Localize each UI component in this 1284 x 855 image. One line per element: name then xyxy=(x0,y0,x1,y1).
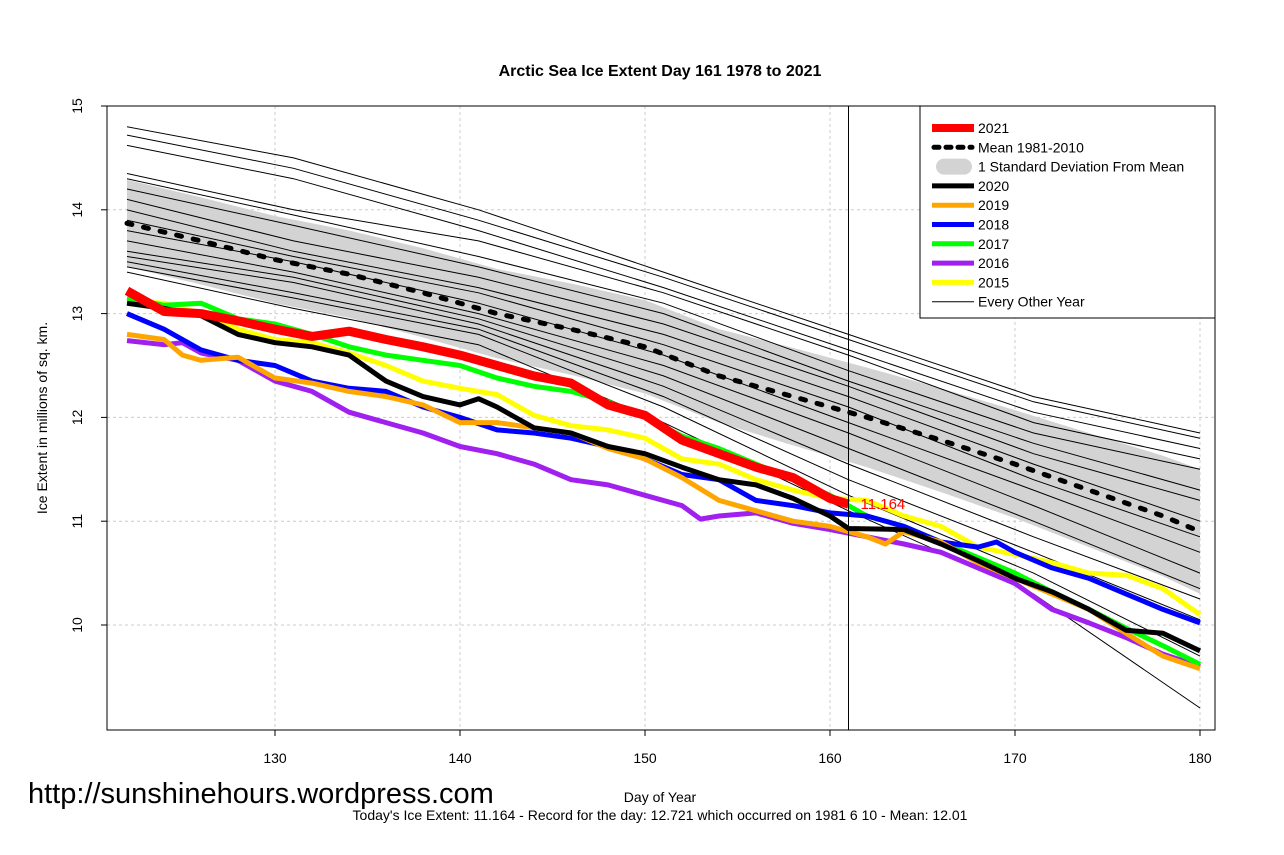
series-lines xyxy=(124,286,1202,671)
x-tick-label: 160 xyxy=(818,750,842,766)
x-tick-label: 150 xyxy=(633,750,657,766)
other-year-line xyxy=(126,266,1201,657)
legend-label: 2015 xyxy=(978,274,1009,290)
axes: 130 140 150 160 170 180 10 11 12 13 14 15 xyxy=(69,98,1212,766)
legend-label: Mean 1981-2010 xyxy=(978,139,1084,155)
legend-label: 2018 xyxy=(978,217,1009,233)
legend-label: 2020 xyxy=(978,178,1009,194)
x-tick-label: 140 xyxy=(448,750,472,766)
other-year-line xyxy=(126,209,1201,522)
series-2021 xyxy=(124,286,850,509)
series-2016 xyxy=(126,338,1201,669)
legend-label: 2016 xyxy=(978,255,1009,271)
x-axis-label: Day of Year xyxy=(624,789,697,805)
other-year-line xyxy=(126,173,1201,460)
y-tick-label: 10 xyxy=(69,617,85,633)
other-year-line xyxy=(126,261,1201,621)
legend-label: Every Other Year xyxy=(978,294,1085,310)
legend-label: 2019 xyxy=(978,197,1009,213)
watermark: http://sunshinehours.wordpress.com xyxy=(28,778,494,810)
x-tick-label: 170 xyxy=(1003,750,1027,766)
y-tick-label: 14 xyxy=(69,202,85,218)
legend-label: 1 Standard Deviation From Mean xyxy=(978,159,1184,175)
y-tick-label: 11 xyxy=(69,514,85,529)
other-year-line xyxy=(126,144,1201,449)
y-tick-label: 13 xyxy=(69,306,85,322)
other-year-line xyxy=(126,134,1201,439)
other-year-line xyxy=(126,178,1201,470)
series-2020 xyxy=(126,300,1202,654)
other-year-line xyxy=(126,240,1201,574)
y-tick-label: 15 xyxy=(69,98,85,114)
y-tick-label: 12 xyxy=(69,409,85,425)
other-year-line xyxy=(126,250,1201,590)
x-tick-label: 130 xyxy=(263,750,287,766)
legend-swatch xyxy=(936,158,972,175)
plot-frame xyxy=(106,105,1216,731)
legend-label: 2021 xyxy=(978,120,1009,136)
x-tick-label: 180 xyxy=(1188,750,1212,766)
footer-text: Today's Ice Extent: 11.164 - Record for … xyxy=(353,807,968,823)
mean-line xyxy=(124,220,1203,535)
mean-line-path xyxy=(124,220,1203,535)
other-years-lines xyxy=(126,126,1201,709)
y-axis-label: Ice Extent in millions of sq. km. xyxy=(34,322,50,514)
other-year-line xyxy=(126,198,1201,501)
other-year-line xyxy=(126,126,1201,434)
other-year-line xyxy=(126,256,1201,600)
current-value-label: 11.164 xyxy=(861,496,906,513)
other-year-line xyxy=(126,219,1201,538)
legend: 2021 Mean 1981-2010 1 Standard Deviation F… xyxy=(919,105,1216,319)
legend-label: 2017 xyxy=(978,236,1009,252)
other-year-line xyxy=(126,188,1201,491)
chart-title: Arctic Sea Ice Extent Day 161 1978 to 20… xyxy=(499,63,822,80)
